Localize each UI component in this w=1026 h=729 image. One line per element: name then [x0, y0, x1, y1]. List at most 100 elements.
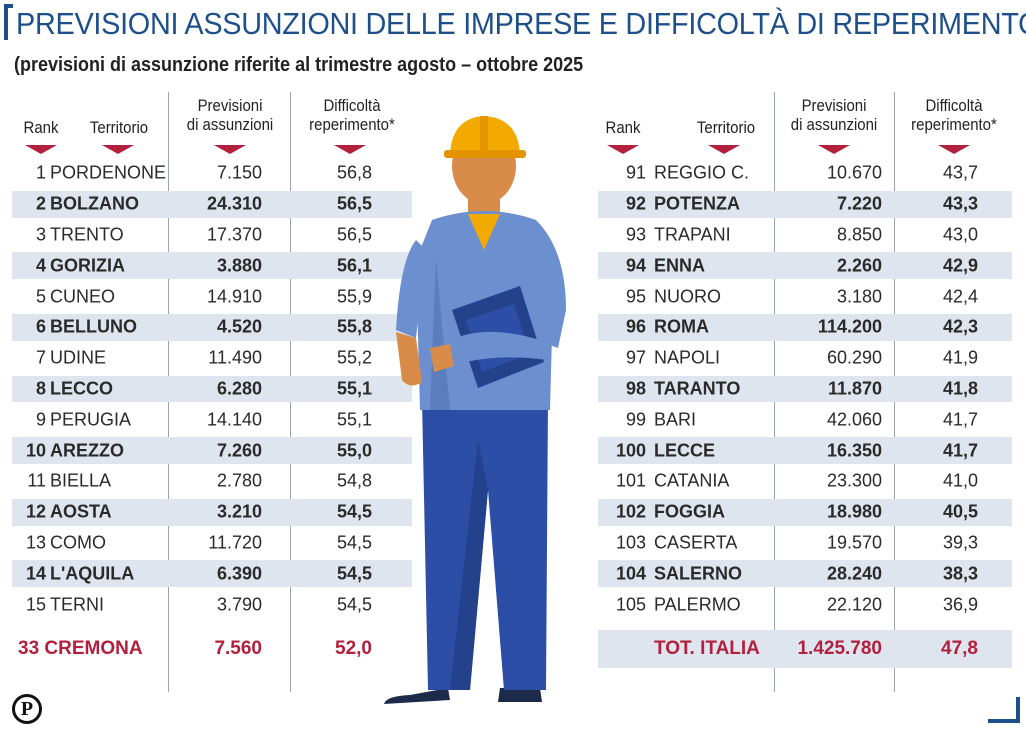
table-right: Rank Territorio Previsioni di assunzioni…: [598, 92, 1012, 692]
cell-previsioni: 60.290: [826, 347, 882, 368]
arrow-down-icon: [102, 145, 134, 154]
table-row: 92 POTENZA 7.220 43,3: [598, 189, 1012, 220]
header-difficolta-line2: reperimento*: [911, 115, 997, 134]
cell-territorio: PALERMO: [654, 594, 741, 615]
table-header: Rank Territorio Previsioni di assunzioni…: [598, 92, 1012, 158]
cell-previsioni: 114.200: [817, 316, 882, 337]
cell-difficolta: 54,5: [336, 501, 372, 522]
cell-territorio: TRENTO: [50, 224, 124, 245]
table-row: 1 PORDENONE 7.150 56,8: [12, 158, 412, 189]
cell-difficolta: 43,7: [942, 162, 978, 183]
cell-rank: 8: [35, 378, 46, 399]
cell-difficolta: 41,9: [942, 347, 978, 368]
header-previsioni-line2: di assunzioni: [790, 115, 878, 134]
cell-difficolta: 41,8: [942, 378, 978, 399]
total-difficolta: 52,0: [335, 637, 372, 659]
table-row: 9 PERUGIA 14.140 55,1: [12, 404, 412, 435]
table-row: 101 CATANIA 23.300 41,0: [598, 466, 1012, 497]
table-row: 8 LECCO 6.280 55,1: [12, 374, 412, 405]
cell-rank: 91: [625, 162, 646, 183]
table-row: 11 BIELLA 2.780 54,8: [12, 466, 412, 497]
cell-rank: 94: [625, 255, 646, 276]
cell-difficolta: 39,3: [942, 532, 978, 553]
cell-territorio: BOLZANO: [50, 193, 139, 214]
table-row: 14 L'AQUILA 6.390 54,5: [12, 558, 412, 589]
cell-difficolta: 41,0: [942, 470, 978, 491]
arrow-down-icon: [214, 145, 246, 154]
cell-rank: 103: [615, 532, 646, 553]
header-previsioni-line1: Previsioni: [197, 96, 263, 115]
table-total-row: 33 CREMONA 7.560 52,0: [12, 630, 412, 668]
cell-previsioni: 11.490: [208, 347, 262, 368]
cell-rank: 101: [615, 470, 646, 491]
cell-territorio: CASERTA: [654, 532, 738, 553]
total-label: TOT. ITALIA: [654, 637, 760, 659]
cell-territorio: AREZZO: [50, 440, 124, 461]
cell-territorio: BIELLA: [50, 470, 112, 491]
cell-difficolta: 56,8: [336, 162, 372, 183]
cell-rank: 12: [25, 501, 46, 522]
cell-difficolta: 55,1: [336, 378, 372, 399]
total-previsioni: 7.560: [214, 637, 262, 659]
cell-difficolta: 54,8: [336, 470, 372, 491]
header-rank: Rank: [23, 118, 59, 137]
cell-territorio: POTENZA: [654, 193, 741, 214]
cell-previsioni: 2.780: [216, 470, 262, 491]
cell-territorio: LECCO: [50, 378, 113, 399]
cell-previsioni: 8.850: [836, 224, 882, 245]
cell-territorio: ENNA: [654, 255, 706, 276]
cell-territorio: BARI: [654, 409, 697, 430]
cell-previsioni: 18.980: [826, 501, 882, 522]
cell-rank: 14: [25, 563, 46, 584]
cell-previsioni: 22.120: [826, 594, 882, 615]
cell-rank: 93: [625, 224, 646, 245]
table-row: 96 ROMA 114.200 42,3: [598, 312, 1012, 343]
cell-rank: 105: [615, 594, 646, 615]
cell-territorio: TERNI: [50, 594, 104, 615]
cell-territorio: NAPOLI: [654, 347, 721, 368]
total-difficolta: 47,8: [941, 637, 978, 659]
page-title: PREVISIONI ASSUNZIONI DELLE IMPRESE E DI…: [16, 6, 1026, 41]
cell-previsioni: 28.240: [826, 563, 882, 584]
cell-territorio: ROMA: [654, 316, 709, 337]
total-previsioni: 1.425.780: [797, 637, 882, 659]
cell-previsioni: 3.180: [836, 286, 882, 307]
cell-rank: 7: [35, 347, 46, 368]
cell-difficolta: 40,5: [942, 501, 978, 522]
cell-territorio: TARANTO: [654, 378, 741, 399]
table-total-row: TOT. ITALIA 1.425.780 47,8: [598, 629, 1012, 668]
cell-territorio: PORDENONE: [50, 162, 167, 183]
cell-rank: 10: [25, 440, 46, 461]
table-row: 93 TRAPANI 8.850 43,0: [598, 220, 1012, 251]
cell-territorio: COMO: [50, 532, 106, 553]
table-row: 6 BELLUNO 4.520 55,8: [12, 312, 412, 343]
cell-territorio: UDINE: [50, 347, 107, 368]
cell-rank: 97: [625, 347, 646, 368]
cell-previsioni: 10.670: [826, 162, 882, 183]
table-row: 99 BARI 42.060 41,7: [598, 404, 1012, 435]
cell-rank: 1: [35, 162, 46, 183]
table-row: 97 NAPOLI 60.290 41,9: [598, 343, 1012, 374]
cell-previsioni: 24.310: [206, 193, 262, 214]
cell-previsioni: 19.570: [826, 532, 882, 553]
arrow-down-icon: [818, 145, 850, 154]
header-previsioni-line2: di assunzioni: [186, 115, 274, 134]
cell-previsioni: 17.370: [206, 224, 262, 245]
cell-rank: 104: [615, 563, 646, 584]
corner-bracket-bottom-right: [988, 697, 1020, 723]
table-row: 103 CASERTA 19.570 39,3: [598, 528, 1012, 559]
table-row: 12 AOSTA 3.210 54,5: [12, 497, 412, 528]
cell-difficolta: 41,7: [942, 409, 978, 430]
cell-rank: 4: [35, 255, 46, 276]
cell-territorio: SALERNO: [654, 563, 743, 584]
table-row: 7 UDINE 11.490 55,2: [12, 343, 412, 374]
table-row: 4 GORIZIA 3.880 56,1: [12, 250, 412, 281]
cell-difficolta: 42,3: [942, 316, 978, 337]
table-row: 10 AREZZO 7.260 55,0: [12, 435, 412, 466]
cell-difficolta: 42,4: [942, 286, 978, 307]
cell-territorio: TRAPANI: [654, 224, 731, 245]
cell-difficolta: 55,9: [336, 286, 372, 307]
cell-difficolta: 41,7: [942, 440, 978, 461]
cell-difficolta: 55,2: [336, 347, 372, 368]
cell-previsioni: 14.910: [206, 286, 262, 307]
